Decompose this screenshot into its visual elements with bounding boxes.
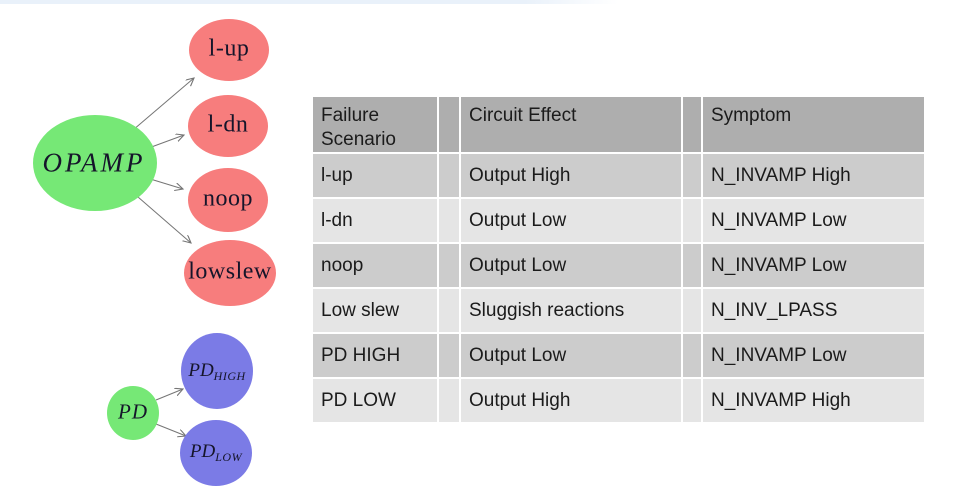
cell-spacer <box>439 289 459 332</box>
cell-effect: Output Low <box>461 334 681 377</box>
cell-spacer <box>439 244 459 287</box>
cell-spacer <box>439 154 459 197</box>
arrow-opamp-to-lup <box>132 78 194 131</box>
failure-table: Failure Scenario Circuit Effect Symptom … <box>313 97 924 422</box>
arrow-pd-to-pdhigh <box>155 389 183 401</box>
cell-spacer <box>683 154 701 197</box>
cell-effect: Sluggish reactions <box>461 289 681 332</box>
node-pdlow-ellipse <box>180 420 252 486</box>
lup-node-label: l-up <box>208 35 250 62</box>
cell-effect: Output Low <box>461 244 681 287</box>
pd-node-label: PD <box>118 399 148 424</box>
cell-scenario: l-dn <box>313 199 437 242</box>
cell-symptom: N_INVAMP Low <box>703 334 924 377</box>
cell-effect: Output High <box>461 154 681 197</box>
node-lup-ellipse <box>189 19 269 81</box>
pdlow-label-main: PD <box>189 441 216 462</box>
noop-node-label: noop <box>203 185 253 212</box>
node-lowslew-ellipse <box>184 240 276 306</box>
cell-effect: Output High <box>461 379 681 422</box>
cell-spacer <box>439 379 459 422</box>
cell-symptom: N_INVAMP Low <box>703 199 924 242</box>
header-spacer-2 <box>683 97 701 152</box>
cell-spacer <box>683 379 701 422</box>
arrow-pd-to-pdlow <box>155 423 186 436</box>
lowslew-node-label: lowslew <box>188 258 272 285</box>
pdlow-label-subscript: LOW <box>215 450 243 464</box>
header-spacer-1 <box>439 97 459 152</box>
pdhigh-label-main: PD <box>188 360 214 381</box>
node-noop-ellipse <box>188 168 268 232</box>
pdhigh-node-label: PDHIGH <box>188 360 245 382</box>
header-cell-circuit-effect: Circuit Effect <box>461 97 681 152</box>
header-cell-symptom: Symptom <box>703 97 924 152</box>
cell-effect: Output Low <box>461 199 681 242</box>
cell-symptom: N_INVAMP Low <box>703 244 924 287</box>
cell-spacer <box>683 334 701 377</box>
ldn-node-label: l-dn <box>207 111 249 138</box>
header-cell-failure-scenario: Failure Scenario <box>313 97 437 152</box>
cell-scenario: Low slew <box>313 289 437 332</box>
cell-spacer <box>439 199 459 242</box>
pdhigh-label-subscript: HIGH <box>213 369 246 383</box>
node-opamp-ellipse <box>33 115 157 211</box>
opamp-node-label: OPAMP <box>42 147 146 178</box>
cell-scenario: PD HIGH <box>313 334 437 377</box>
cell-scenario: PD LOW <box>313 379 437 422</box>
node-pd-ellipse <box>107 386 159 440</box>
cell-spacer <box>683 289 701 332</box>
cell-spacer <box>439 334 459 377</box>
cell-spacer <box>683 199 701 242</box>
cell-spacer <box>683 244 701 287</box>
cell-scenario: l-up <box>313 154 437 197</box>
top-edge-highlight <box>0 0 618 4</box>
node-pdhigh-ellipse <box>181 333 253 409</box>
cell-scenario: noop <box>313 244 437 287</box>
cell-symptom: N_INV_LPASS <box>703 289 924 332</box>
cell-symptom: N_INVAMP High <box>703 379 924 422</box>
node-ldn-ellipse <box>188 95 268 157</box>
arrow-opamp-to-lowslew <box>137 196 191 243</box>
pdlow-node-label: PDLOW <box>190 441 242 463</box>
cell-symptom: N_INVAMP High <box>703 154 924 197</box>
